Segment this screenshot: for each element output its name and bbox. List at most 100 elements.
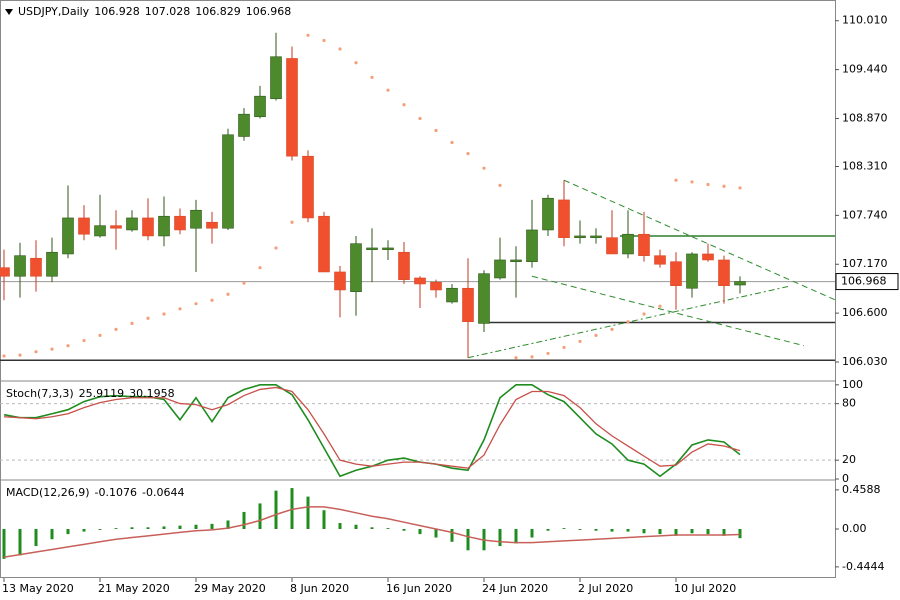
candle-body (542, 197, 554, 231)
y-tick-label: 107.740 (842, 208, 888, 221)
sar-dot (610, 327, 614, 332)
macd-bar (418, 529, 422, 535)
y-tick-label: 108.870 (842, 111, 888, 124)
indicator-value: 106.968 (246, 5, 292, 18)
candle-body (494, 259, 506, 279)
menu-arrow[interactable] (5, 9, 13, 15)
indicator-value: 25.9119 (79, 387, 125, 400)
macd-bar (722, 529, 726, 536)
macd-bar (658, 529, 662, 535)
macd-bar (738, 529, 742, 539)
x-tick-label: 13 May 2020 (2, 582, 74, 595)
candle-body (670, 261, 682, 286)
y-tick-label: 106.600 (842, 306, 888, 319)
candle-body (174, 215, 186, 231)
macd-bar (66, 529, 70, 535)
macd-bar (274, 490, 278, 529)
candle-body (414, 277, 426, 285)
panel-title: USDJPY,Daily 106.928 107.028 106.829 106.968 (18, 5, 291, 18)
macd-bar (98, 529, 102, 530)
candle-body (606, 237, 618, 255)
candle-body (702, 253, 714, 261)
sar-dot (434, 128, 438, 133)
sar-dot (418, 116, 422, 121)
sar-dot (322, 38, 326, 43)
price-tag-label: 106.968 (841, 275, 887, 288)
sar-dot (706, 182, 710, 187)
macd-bar (514, 529, 518, 544)
macd-bar (466, 529, 470, 551)
x-tick-label: 16 Jun 2020 (386, 582, 452, 595)
indicator-name: Stoch(7,3,3) (6, 387, 74, 400)
sar-dot (674, 178, 678, 182)
price-tag (835, 273, 899, 291)
macd-bar (322, 510, 326, 529)
candle-body (526, 229, 538, 262)
macd-bar (370, 527, 374, 529)
macd-bar (530, 529, 534, 538)
macd-bar (34, 529, 38, 547)
indicator-name: MACD(12,26,9) (6, 486, 90, 499)
macd-bar (2, 529, 6, 559)
candle-body (190, 209, 202, 229)
sar-dot (258, 266, 262, 270)
candle-body (206, 221, 218, 229)
indicator-value: 30.1958 (129, 387, 175, 400)
candle-body (238, 113, 250, 137)
y-tick-label: 110.010 (842, 14, 888, 27)
candle-body (222, 134, 234, 229)
indicator-value: -0.1076 (95, 486, 137, 499)
candle-body (334, 271, 346, 291)
sar-dot (642, 312, 646, 316)
sar-dot (738, 186, 742, 190)
indicator-value: 107.028 (145, 5, 191, 18)
candle-body (654, 255, 666, 265)
candle-body (14, 255, 26, 277)
macd-bar (498, 529, 502, 547)
macd-bar (162, 526, 166, 529)
y-tick-label: 20 (842, 453, 856, 466)
candle-body (430, 281, 442, 291)
candle-body (686, 253, 698, 289)
x-tick-label: 21 May 2020 (98, 582, 170, 595)
candle-body (110, 225, 122, 229)
macd-bar (594, 529, 598, 531)
macd-bar (146, 527, 150, 529)
sar-dot (722, 184, 726, 188)
sar-dot (370, 75, 374, 79)
sar-dot (306, 33, 310, 37)
macd-bar (610, 529, 614, 532)
candle-body (302, 155, 314, 219)
macd-bar (82, 529, 86, 532)
macd-bar (114, 528, 118, 529)
candle-body (590, 235, 602, 238)
macd-bar (194, 524, 198, 529)
macd-bar (130, 527, 134, 529)
indicator-value: 106.829 (195, 5, 241, 18)
y-tick-label: 108.310 (842, 159, 888, 172)
y-tick-label: 106.030 (842, 355, 888, 368)
sar-dot (146, 316, 150, 320)
candle-body (574, 235, 586, 238)
candle-body (510, 259, 522, 262)
macd-bar (18, 529, 22, 556)
candle-body (142, 217, 154, 237)
candle-body (30, 257, 42, 277)
macd-bar (226, 520, 230, 529)
plot-frame (0, 0, 836, 578)
candle-body (254, 95, 266, 118)
candle-body (638, 233, 650, 256)
sar-dot (162, 312, 166, 316)
indicator-name: USDJPY,Daily (18, 5, 90, 18)
candle-body (382, 247, 394, 250)
y-tick-label: -0.4444 (842, 560, 884, 573)
y-tick-label: 0 (842, 472, 849, 485)
sar-dot (290, 220, 294, 224)
macd-bar (306, 496, 310, 529)
macd-bar (210, 523, 214, 529)
candle-body (734, 281, 746, 286)
macd-bar (258, 503, 262, 529)
sar-dot (690, 180, 694, 184)
trend-line (531, 275, 805, 347)
